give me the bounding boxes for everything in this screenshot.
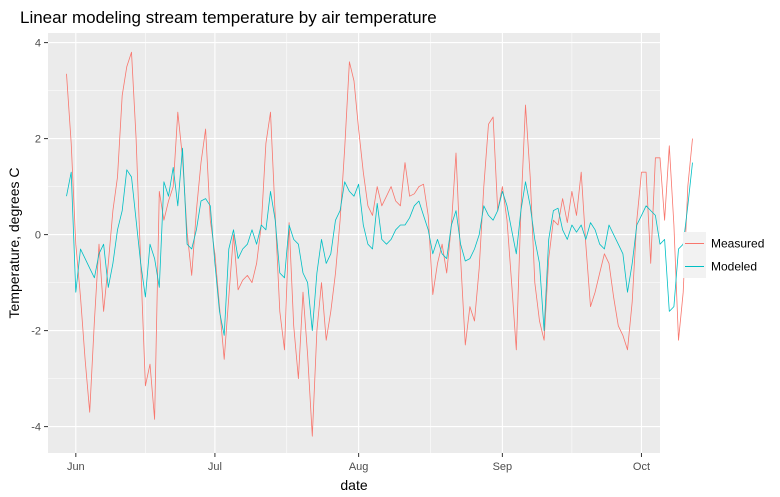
y-tick-label: 0 [35, 230, 41, 242]
series-layer [66, 51, 693, 437]
y-tick-label: 2 [35, 134, 41, 146]
x-tick-label: Oct [633, 461, 650, 473]
legend: Measured Modeled [683, 232, 764, 278]
y-axis: -4 -2 0 2 4 [31, 38, 48, 434]
y-tick-label: -2 [31, 326, 41, 338]
minor-gridlines [48, 33, 660, 453]
x-tick-label: Jul [208, 461, 222, 473]
plot-panel [48, 33, 660, 453]
x-tick-label: Sep [493, 461, 513, 473]
chart-title: Linear modeling stream temperature by ai… [20, 8, 437, 27]
y-tick-label: 4 [35, 38, 41, 50]
x-axis-title: date [340, 477, 367, 493]
y-tick-label: -4 [31, 422, 41, 434]
x-axis: Jun Jul Aug Sep Oct [67, 453, 650, 473]
series-line-modeled [66, 147, 693, 336]
x-tick-label: Aug [349, 461, 369, 473]
series-line-measured [66, 51, 693, 437]
legend-label-measured: Measured [711, 237, 764, 251]
legend-label-modeled: Modeled [711, 260, 757, 274]
x-tick-label: Jun [67, 461, 85, 473]
y-axis-title: Temperature, degrees C [6, 168, 22, 319]
